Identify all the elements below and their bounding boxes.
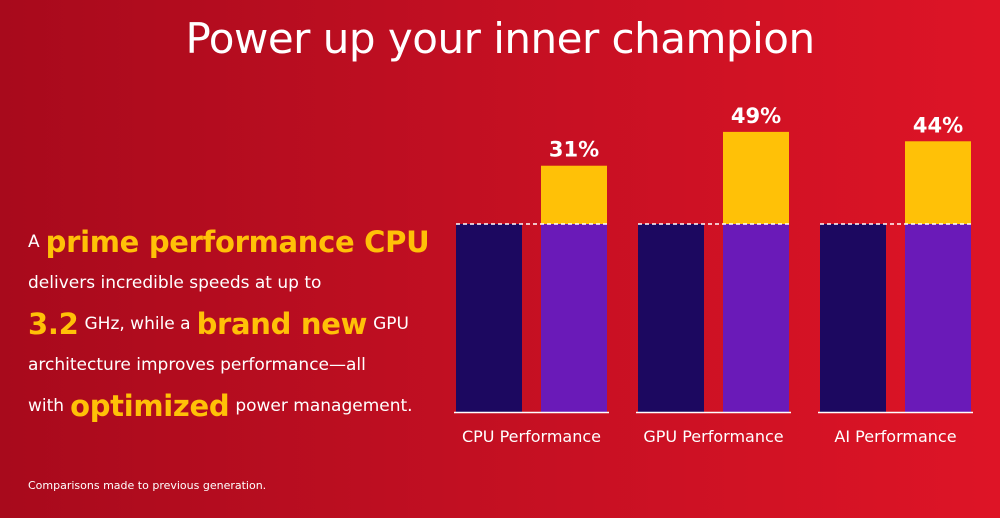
highlight-prime-performance-cpu: prime performance CPU <box>45 225 430 259</box>
value-label: 49% <box>731 104 781 128</box>
bar-previous-generation <box>456 224 522 412</box>
description-text: A <box>28 232 40 252</box>
description-text: power management. <box>235 396 413 416</box>
description-text: architecture improves performance—all <box>28 355 366 375</box>
description-line-3: 3.2 GHz, while a brand new GPU <box>28 304 448 345</box>
highlight-brand-new: brand new <box>196 307 368 341</box>
bar-improvement <box>723 131 789 224</box>
description-text: delivers incredible speeds at up to <box>28 273 322 293</box>
highlight-optimized: optimized <box>70 389 230 423</box>
page-title: Power up your inner champion <box>185 14 815 63</box>
bar-improvement <box>905 141 971 224</box>
description-text: GPU <box>373 314 409 334</box>
description-line-4: architecture improves performance—all <box>28 345 448 386</box>
category-label: GPU Performance <box>643 427 783 446</box>
category-label: CPU Performance <box>462 427 601 446</box>
bar-new-generation <box>541 224 607 412</box>
description-line-5: with optimized power management. <box>28 386 448 427</box>
description-text: GHz, while a <box>84 314 191 334</box>
bar-improvement <box>541 165 607 224</box>
description-line-2: delivers incredible speeds at up to <box>28 263 448 304</box>
category-label: AI Performance <box>834 427 956 446</box>
highlight-clock-speed: 3.2 <box>28 307 79 341</box>
bar-new-generation <box>905 224 971 412</box>
value-label: 44% <box>913 113 963 137</box>
bar-previous-generation <box>638 224 704 412</box>
footnote: Comparisons made to previous generation. <box>28 479 267 492</box>
value-label: 31% <box>549 138 599 162</box>
bar-new-generation <box>723 224 789 412</box>
bar-previous-generation <box>820 224 886 412</box>
description-text: with <box>28 396 65 416</box>
